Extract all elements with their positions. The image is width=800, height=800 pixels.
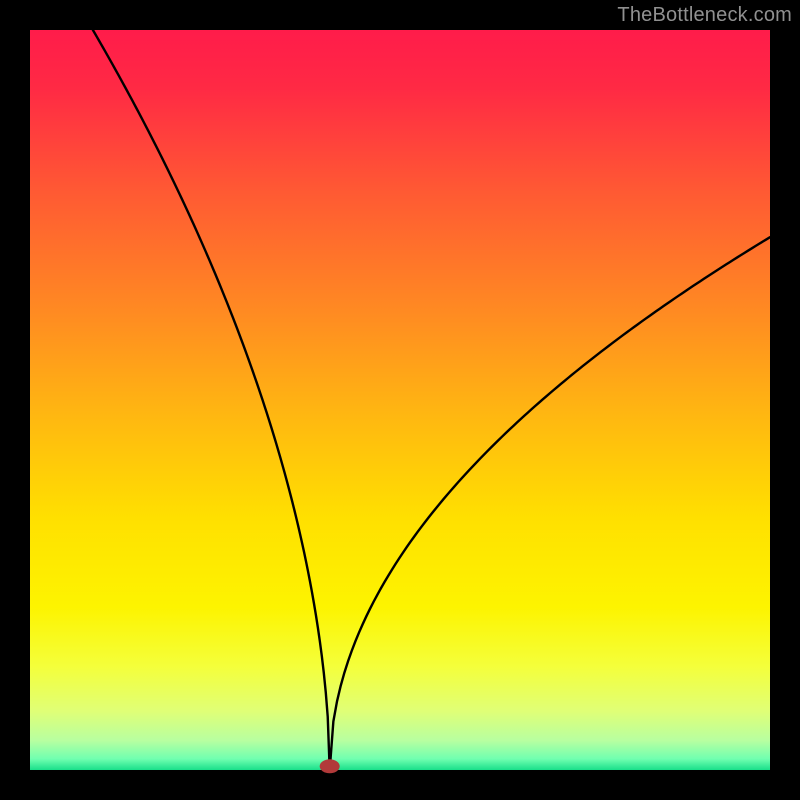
watermark-text: TheBottleneck.com — [617, 4, 792, 27]
chart-stage: TheBottleneck.com — [0, 0, 800, 800]
bottleneck-chart-svg — [0, 0, 800, 800]
optimal-point-marker — [320, 759, 340, 773]
gradient-panel — [30, 30, 770, 770]
